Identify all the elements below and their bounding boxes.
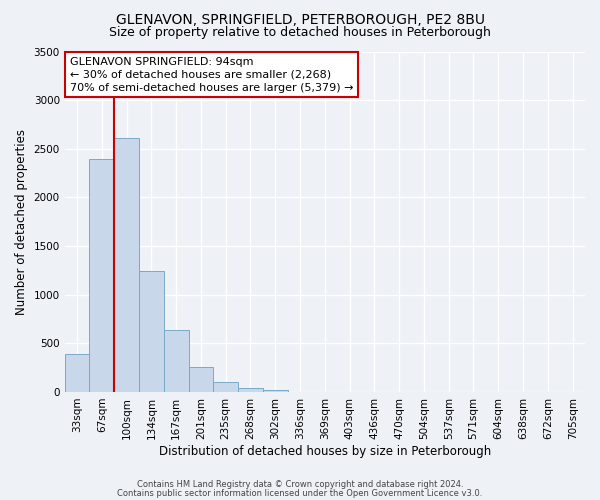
Text: GLENAVON SPRINGFIELD: 94sqm
← 30% of detached houses are smaller (2,268)
70% of : GLENAVON SPRINGFIELD: 94sqm ← 30% of det… bbox=[70, 56, 353, 93]
Bar bbox=[89, 159, 114, 392]
Bar bbox=[263, 390, 287, 392]
Bar bbox=[114, 138, 139, 392]
Text: Contains public sector information licensed under the Open Government Licence v3: Contains public sector information licen… bbox=[118, 488, 482, 498]
Text: Size of property relative to detached houses in Peterborough: Size of property relative to detached ho… bbox=[109, 26, 491, 39]
Bar bbox=[65, 354, 89, 392]
Text: GLENAVON, SPRINGFIELD, PETERBOROUGH, PE2 8BU: GLENAVON, SPRINGFIELD, PETERBOROUGH, PE2… bbox=[115, 12, 485, 26]
Bar bbox=[238, 388, 263, 392]
Bar bbox=[214, 382, 238, 392]
Bar bbox=[188, 366, 214, 392]
Bar bbox=[139, 271, 164, 392]
X-axis label: Distribution of detached houses by size in Peterborough: Distribution of detached houses by size … bbox=[159, 444, 491, 458]
Bar bbox=[164, 330, 188, 392]
Text: Contains HM Land Registry data © Crown copyright and database right 2024.: Contains HM Land Registry data © Crown c… bbox=[137, 480, 463, 489]
Y-axis label: Number of detached properties: Number of detached properties bbox=[15, 128, 28, 314]
